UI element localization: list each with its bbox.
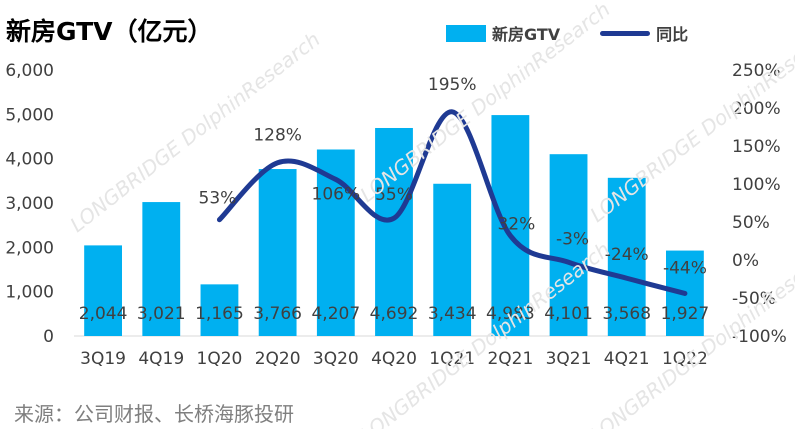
source-note: 来源：公司财报、长桥海豚投研 (14, 402, 294, 426)
bar-value-label: 2,044 (79, 304, 128, 324)
bar (200, 284, 239, 336)
bar (375, 127, 413, 336)
bar-value-label: 1,927 (661, 304, 710, 324)
y-left-tick-label: 6,000 (5, 61, 54, 81)
y-right-tick-label: 0% (732, 251, 759, 271)
x-tick-label: 3Q21 (546, 349, 592, 369)
x-tick-label: 4Q19 (138, 349, 184, 369)
bar (84, 245, 122, 336)
y-right-tick-label: -100% (732, 327, 787, 347)
x-tick-label: 1Q21 (429, 349, 475, 369)
bar (607, 177, 646, 336)
y-left-tick-label: 3,000 (5, 194, 54, 214)
y-right-tick-label: 200% (732, 99, 781, 119)
y-left-tick-label: 1,000 (5, 283, 54, 303)
bar-value-label: 3,434 (428, 304, 477, 324)
legend-line-label: 同比 (656, 25, 689, 44)
y-right-tick-label: 150% (732, 137, 781, 157)
y-left-tick-label: 4,000 (5, 150, 54, 170)
bar (491, 115, 530, 336)
line-value-label: 32% (497, 215, 535, 235)
line-value-label: 195% (428, 75, 477, 95)
legend-bar-label: 新房GTV (492, 25, 561, 44)
line-value-label: 128% (253, 126, 302, 146)
legend: 新房GTV 同比 (446, 20, 688, 46)
y-left-tick-label: 0 (43, 327, 54, 347)
y-right-tick-label: 100% (732, 175, 781, 195)
bar (433, 183, 472, 336)
bar-value-label: 4,101 (544, 304, 593, 324)
x-tick-label: 3Q19 (80, 349, 126, 369)
x-tick-label: 4Q21 (604, 349, 650, 369)
bar-value-label: 3,021 (137, 304, 186, 324)
y-right-tick-label: 250% (732, 61, 781, 81)
y-left-tick-label: 5,000 (5, 105, 54, 125)
bar-value-label: 4,692 (370, 304, 419, 324)
bar-value-label: 1,165 (195, 304, 244, 324)
line-value-label: -3% (556, 229, 589, 249)
bar (142, 202, 181, 336)
x-tick-label: 2Q21 (487, 349, 533, 369)
chart-title: 新房GTV（亿元） (6, 17, 213, 46)
legend-bar-swatch (446, 24, 486, 42)
bar-value-label: 3,568 (602, 304, 651, 324)
bar-value-label: 3,766 (253, 304, 302, 324)
bar-value-label: 4,207 (311, 304, 360, 324)
bar (258, 169, 297, 336)
y-right-tick-label: -50% (732, 289, 776, 309)
line-value-label: -24% (605, 245, 649, 265)
legend-line-swatch (600, 30, 651, 36)
y-left-tick-label: 2,000 (5, 238, 54, 258)
x-tick-label: 2Q20 (255, 349, 301, 369)
line-value-label: 106% (312, 184, 361, 204)
line-value-label: -44% (663, 258, 707, 278)
x-tick-label: 1Q20 (197, 349, 243, 369)
yoy-line (216, 109, 688, 296)
bar (549, 154, 588, 336)
x-tick-label: 1Q22 (662, 349, 708, 369)
x-tick-label: 3Q20 (313, 349, 359, 369)
y-right-tick-label: 50% (732, 213, 770, 233)
bar-value-label: 4,983 (486, 304, 535, 324)
x-tick-label: 4Q20 (371, 349, 417, 369)
line-value-label: 53% (199, 189, 237, 209)
line-value-label: 55% (375, 185, 413, 205)
